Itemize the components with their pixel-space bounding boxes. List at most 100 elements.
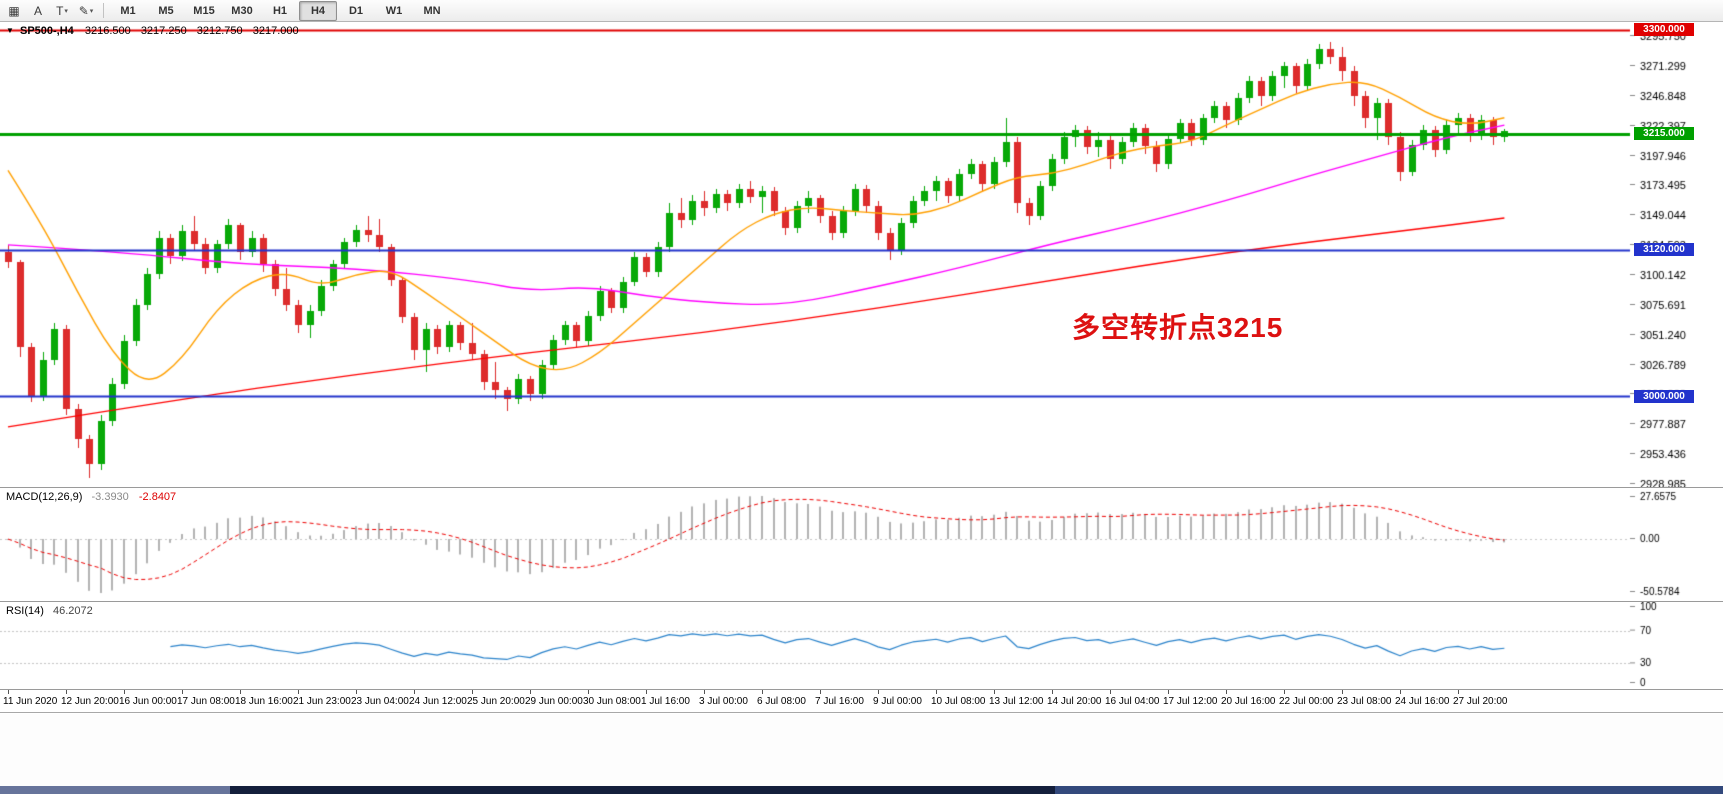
timeframe-button-w1[interactable]: W1 <box>385 4 403 17</box>
timeframe-button-m15[interactable]: M15 <box>193 4 215 17</box>
time-tick <box>1052 690 1053 694</box>
time-tick <box>704 690 705 694</box>
time-tick <box>356 690 357 694</box>
macd-main-value: -3.3930 <box>91 491 129 503</box>
time-label: 13 Jul 12:00 <box>989 696 1044 707</box>
timeframe-button-d1[interactable]: D1 <box>348 4 364 17</box>
time-label: 20 Jul 16:00 <box>1221 696 1276 707</box>
taskbar-segment-left[interactable] <box>0 786 230 794</box>
panel-splitter[interactable] <box>0 487 1723 488</box>
time-label: 16 Jul 04:00 <box>1105 696 1160 707</box>
chart-symbol-period: SP500-,H4 <box>19 25 74 37</box>
time-label: 24 Jul 16:00 <box>1395 696 1450 707</box>
main-chart-panel[interactable]: ▼ SP500-,H4 3216.500 3217.250 3212.750 3… <box>0 22 1723 487</box>
new-chart-icon[interactable]: ▦ <box>8 3 20 18</box>
time-label: 21 Jun 23:00 <box>293 696 351 707</box>
time-tick <box>1226 690 1227 694</box>
dropdown-caret-icon: ▾ <box>89 7 94 15</box>
time-tick <box>414 690 415 694</box>
time-tick <box>1342 690 1343 694</box>
time-label: 25 Jun 20:00 <box>467 696 525 707</box>
macd-panel[interactable]: MACD(12,26,9) -3.3930 -2.8407 <box>0 488 1723 601</box>
timeframe-button-m1[interactable]: M1 <box>120 4 136 17</box>
timeframe-buttons: M1 M5 M15 M30 H1 H4 D1 W1 MN <box>109 0 451 21</box>
time-label: 27 Jul 20:00 <box>1453 696 1508 707</box>
time-label: 29 Jun 00:00 <box>525 696 583 707</box>
chart-close-value: 3217.000 <box>252 25 299 37</box>
main-chart-canvas[interactable] <box>0 22 1723 487</box>
timeframe-button-h4[interactable]: H4 <box>299 0 337 21</box>
chart-low-value: 3212.750 <box>196 25 243 37</box>
chart-high-value: 3217.250 <box>140 25 187 37</box>
macd-label: MACD(12,26,9) <box>6 491 83 503</box>
time-tick <box>588 690 589 694</box>
time-label: 17 Jun 08:00 <box>177 696 235 707</box>
collapse-arrow-icon[interactable]: ▼ <box>6 26 14 35</box>
time-tick <box>298 690 299 694</box>
panel-splitter[interactable] <box>0 689 1723 690</box>
time-tick <box>1284 690 1285 694</box>
chart-annotation: 多空转折点3215 <box>1072 312 1284 343</box>
time-label: 23 Jun 04:00 <box>351 696 409 707</box>
macd-signal-value: -2.8407 <box>138 491 177 503</box>
pointer-tool-icon[interactable]: A <box>33 3 42 18</box>
taskbar-segment-middle[interactable] <box>230 786 1055 794</box>
time-tick <box>762 690 763 694</box>
chart-open-value: 3216.500 <box>84 25 131 37</box>
rsi-canvas[interactable] <box>0 602 1723 689</box>
taskbar-segment-right[interactable] <box>1055 786 1723 794</box>
timeframe-button-m30[interactable]: M30 <box>231 4 253 17</box>
toolbar-separator <box>103 3 104 18</box>
price-label-3000.000: 3000.000 <box>1634 389 1694 403</box>
panel-splitter[interactable] <box>0 601 1723 602</box>
price-label-3215.000: 3215.000 <box>1634 127 1694 141</box>
toolbar: ▦ A T ▾ ✎ ▾ M1 M5 M15 M30 H1 H4 D1 W1 MN <box>0 0 1723 22</box>
macd-canvas[interactable] <box>0 488 1723 601</box>
time-label: 17 Jul 12:00 <box>1163 696 1218 707</box>
macd-header: MACD(12,26,9) -3.3930 -2.8407 <box>6 491 183 503</box>
time-label: 14 Jul 20:00 <box>1047 696 1102 707</box>
time-label: 12 Jun 20:00 <box>61 696 119 707</box>
time-tick <box>1110 690 1111 694</box>
time-label: 9 Jul 00:00 <box>873 696 922 707</box>
drawing-tools-icon[interactable]: ✎ ▾ <box>78 3 94 18</box>
time-tick <box>1400 690 1401 694</box>
time-tick <box>530 690 531 694</box>
time-label: 18 Jun 16:00 <box>235 696 293 707</box>
dropdown-caret-icon: ▾ <box>64 7 68 15</box>
chart-header: ▼ SP500-,H4 3216.500 3217.250 3212.750 3… <box>6 25 306 37</box>
timeframe-button-h1[interactable]: H1 <box>272 4 288 17</box>
time-tick <box>66 690 67 694</box>
time-label: 7 Jul 16:00 <box>815 696 864 707</box>
price-label-3300.000: 3300.000 <box>1634 23 1694 37</box>
timeframe-button-m5[interactable]: M5 <box>158 4 174 17</box>
time-tick <box>8 690 9 694</box>
text-tool-icon[interactable]: T ▾ <box>56 3 68 18</box>
time-label: 24 Jun 12:00 <box>409 696 467 707</box>
time-label: 10 Jul 08:00 <box>931 696 986 707</box>
time-axis[interactable]: 11 Jun 2020 12 Jun 20:00 16 Jun 00:00 17 Ju… <box>0 690 1723 713</box>
time-tick <box>124 690 125 694</box>
rsi-value: 46.2072 <box>52 605 93 617</box>
time-tick <box>1458 690 1459 694</box>
price-label-3120.000: 3120.000 <box>1634 243 1694 257</box>
timeframe-button-mn[interactable]: MN <box>423 4 441 17</box>
time-label: 16 Jun 00:00 <box>119 696 177 707</box>
time-tick <box>878 690 879 694</box>
time-tick <box>646 690 647 694</box>
rsi-panel[interactable]: RSI(14) 46.2072 <box>0 602 1723 689</box>
time-label: 3 Jul 00:00 <box>699 696 748 707</box>
taskbar[interactable] <box>0 786 1723 794</box>
time-label: 6 Jul 08:00 <box>757 696 806 707</box>
bottom-filler <box>0 714 1723 786</box>
time-label: 30 Jun 08:00 <box>583 696 641 707</box>
time-tick <box>240 690 241 694</box>
time-label: 23 Jul 08:00 <box>1337 696 1392 707</box>
time-tick <box>820 690 821 694</box>
time-tick <box>182 690 183 694</box>
time-tick <box>936 690 937 694</box>
rsi-label: RSI(14) <box>6 605 44 617</box>
rsi-header: RSI(14) 46.2072 <box>6 605 100 617</box>
time-tick <box>994 690 995 694</box>
